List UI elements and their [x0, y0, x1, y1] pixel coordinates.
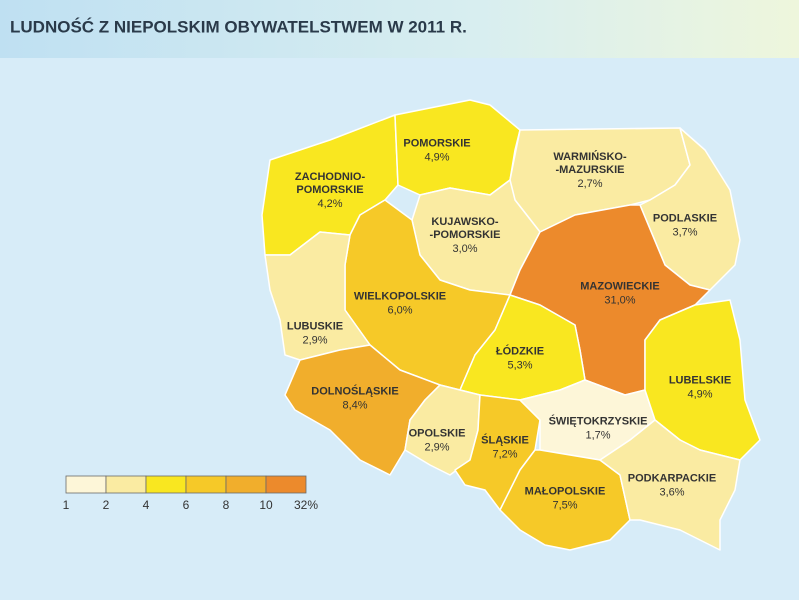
region-value: 3,6% — [659, 486, 684, 498]
region-name: DOLNOŚLĄSKIE — [311, 384, 398, 397]
region-value: 6,0% — [387, 304, 412, 316]
legend-label: 10 — [259, 498, 273, 512]
legend-swatch — [265, 475, 307, 494]
region-name: ZACHODNIO- — [295, 171, 366, 183]
legend-label: 2 — [103, 498, 110, 512]
region-value: 4,9% — [687, 388, 712, 400]
legend-label: 4 — [143, 498, 150, 512]
region-value: 3,0% — [452, 243, 477, 255]
legend-label: 8 — [223, 498, 230, 512]
region — [404, 384, 481, 476]
region-value: 1,7% — [585, 429, 610, 441]
region-name: ŚLĄSKIE — [481, 433, 529, 446]
legend-label: 1 — [63, 498, 70, 512]
region-name: KUJAWSKO- — [431, 216, 499, 228]
legend-label: 32% — [294, 498, 318, 512]
region-value: 7,2% — [492, 448, 517, 460]
region-name: PODLASKIE — [653, 212, 717, 224]
region-name: POMORSKIE — [296, 184, 363, 196]
region-value: 3,7% — [672, 226, 697, 238]
region-name: WIELKOPOLSKIE — [354, 290, 446, 302]
legend-swatch — [65, 475, 107, 494]
region-value: 4,9% — [424, 151, 449, 163]
title-bar — [0, 0, 799, 58]
region-name: ŁÓDZKIE — [496, 344, 544, 357]
region-name: -POMORSKIE — [430, 229, 501, 241]
region — [599, 419, 741, 551]
region-name: LUBELSKIE — [669, 374, 731, 386]
legend-swatch — [105, 475, 147, 494]
region-value: 2,7% — [577, 178, 602, 190]
legend-swatch — [185, 475, 227, 494]
region-value: 4,2% — [317, 198, 342, 210]
region-name: LUBUSKIE — [287, 320, 343, 332]
region-name: MAZOWIECKIE — [580, 280, 659, 292]
region-name: MAŁOPOLSKIE — [525, 485, 606, 497]
legend-label: 6 — [183, 498, 190, 512]
legend-swatch — [145, 475, 187, 494]
region-name: -MAZURSKIE — [555, 164, 624, 176]
region-value: 5,3% — [507, 359, 532, 371]
region-value: 2,9% — [424, 441, 449, 453]
region-value: 7,5% — [552, 499, 577, 511]
region-value: 2,9% — [302, 334, 327, 346]
region-value: 8,4% — [342, 399, 367, 411]
region-name: OPOLSKIE — [409, 427, 466, 439]
region-name: WARMIŃSKO- — [553, 150, 627, 163]
legend-swatch — [225, 475, 267, 494]
region-name: ŚWIĘTOKRZYSKIE — [549, 414, 648, 427]
legend: 1 2 4 6 8 10 32% — [63, 475, 318, 512]
region-value: 31,0% — [604, 294, 635, 306]
title: LUDNOŚĆ Z NIEPOLSKIM OBYWATELSTWEM W 201… — [10, 17, 467, 36]
region-name: PODKARPACKIE — [628, 472, 716, 484]
region-name: POMORSKIE — [403, 137, 470, 149]
